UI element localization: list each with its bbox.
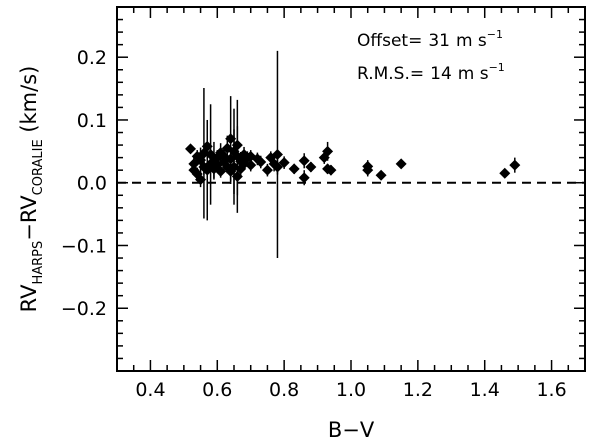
data-point — [231, 139, 243, 151]
data-point — [245, 159, 257, 171]
data-point — [245, 150, 257, 162]
y-axis-title-unit: (km/s) — [17, 66, 41, 140]
data-point — [499, 167, 511, 179]
x-tick-label: 1.0 — [336, 379, 366, 401]
rms-annotation: R.M.S.= 14 m s−1 — [357, 61, 505, 84]
data-point — [322, 145, 334, 157]
data-point — [278, 157, 290, 169]
x-tick-label: 1.2 — [403, 379, 433, 401]
x-tick-label: 0.6 — [202, 379, 232, 401]
data-point — [298, 155, 310, 167]
x-tick-label: 1.6 — [536, 379, 566, 401]
data-point — [271, 161, 283, 173]
y-axis-title-sub1: HARPS — [31, 241, 46, 285]
data-point — [185, 143, 197, 155]
data-point — [375, 169, 387, 181]
data-point — [362, 160, 374, 172]
x-axis-title: B−V — [328, 418, 375, 442]
x-tick-label: 0.8 — [269, 379, 299, 401]
y-axis-title-dash: −RV — [17, 195, 41, 241]
data-point — [255, 156, 267, 168]
y-tick-label: 0.1 — [77, 110, 107, 132]
data-point — [288, 163, 300, 175]
data-point — [261, 164, 273, 176]
tick-labels: 0.4 0.6 0.8 1.0 1.2 1.4 1.6 −0.2 −0.1 0.0 0.1 0.2 — [61, 47, 567, 401]
data-point — [509, 159, 521, 171]
data-points — [185, 50, 521, 259]
data-point — [305, 161, 317, 173]
x-tick-label: 1.4 — [470, 379, 500, 401]
data-point — [395, 158, 407, 170]
x-tick-label: 0.4 — [135, 379, 165, 401]
y-axis-title-sub2: CORALIE — [31, 139, 46, 195]
axis-ticks — [116, 6, 586, 372]
y-tick-label: −0.1 — [61, 235, 107, 257]
y-tick-label: 0.0 — [77, 173, 107, 195]
y-tick-label: −0.2 — [61, 298, 107, 320]
y-tick-label: 0.2 — [77, 47, 107, 69]
data-point — [298, 172, 310, 184]
data-point — [271, 148, 283, 160]
data-point — [325, 164, 337, 176]
y-axis-title: RVHARPS−RVCORALIE (km/s) — [17, 66, 46, 313]
y-axis-title-prefix: RV — [17, 284, 41, 312]
offset-annotation: Offset= 31 m s−1 — [357, 28, 503, 51]
plot-frame — [116, 6, 586, 372]
